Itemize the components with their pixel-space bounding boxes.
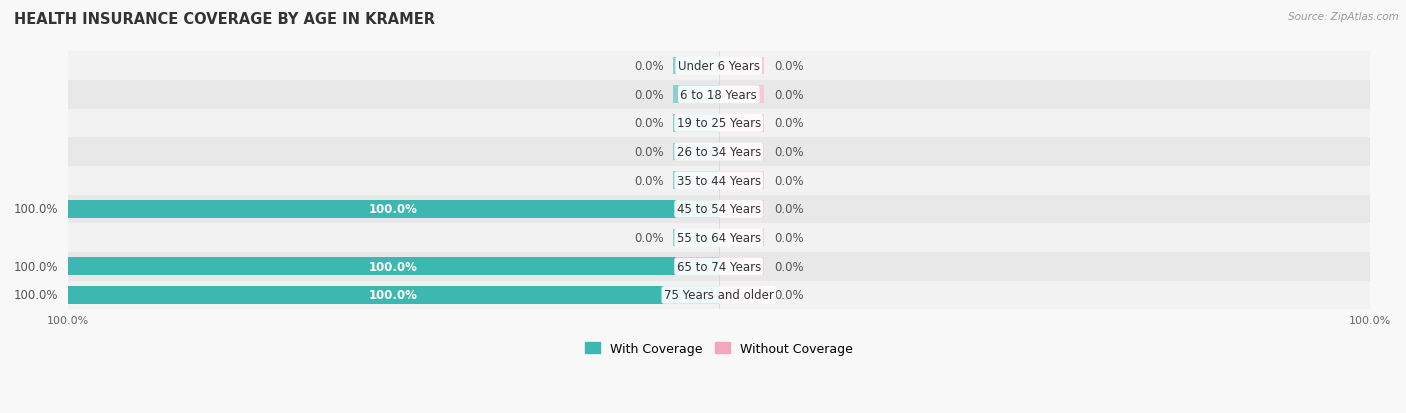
Bar — [718, 286, 765, 304]
Legend: With Coverage, Without Coverage: With Coverage, Without Coverage — [579, 337, 858, 360]
Text: 6 to 18 Years: 6 to 18 Years — [681, 88, 758, 102]
Bar — [67, 166, 1369, 195]
Text: 0.0%: 0.0% — [775, 146, 804, 159]
Bar — [67, 286, 718, 304]
Bar — [718, 115, 765, 133]
Text: Under 6 Years: Under 6 Years — [678, 60, 759, 73]
Text: 100.0%: 100.0% — [14, 203, 58, 216]
Bar — [718, 86, 765, 104]
Bar — [67, 109, 1369, 138]
Text: 0.0%: 0.0% — [634, 232, 664, 244]
Text: 0.0%: 0.0% — [775, 232, 804, 244]
Text: 19 to 25 Years: 19 to 25 Years — [676, 117, 761, 130]
Bar — [718, 229, 765, 247]
Text: HEALTH INSURANCE COVERAGE BY AGE IN KRAMER: HEALTH INSURANCE COVERAGE BY AGE IN KRAM… — [14, 12, 434, 27]
Bar — [673, 143, 718, 161]
Text: 0.0%: 0.0% — [775, 289, 804, 302]
Bar — [718, 201, 765, 218]
Bar — [67, 281, 1369, 309]
Text: 0.0%: 0.0% — [634, 117, 664, 130]
Bar — [718, 258, 765, 275]
Text: 0.0%: 0.0% — [775, 60, 804, 73]
Text: 0.0%: 0.0% — [775, 260, 804, 273]
Text: 100.0%: 100.0% — [368, 289, 418, 302]
Text: 35 to 44 Years: 35 to 44 Years — [676, 174, 761, 188]
Text: 0.0%: 0.0% — [634, 60, 664, 73]
Text: 0.0%: 0.0% — [634, 88, 664, 102]
Text: Source: ZipAtlas.com: Source: ZipAtlas.com — [1288, 12, 1399, 22]
Bar — [67, 201, 718, 218]
Bar — [67, 81, 1369, 109]
Text: 0.0%: 0.0% — [775, 117, 804, 130]
Bar — [673, 115, 718, 133]
Bar — [67, 138, 1369, 166]
Text: 100.0%: 100.0% — [14, 260, 58, 273]
Bar — [673, 57, 718, 75]
Bar — [673, 172, 718, 190]
Bar — [673, 86, 718, 104]
Bar — [67, 224, 1369, 252]
Text: 0.0%: 0.0% — [634, 174, 664, 188]
Bar — [718, 57, 765, 75]
Text: 0.0%: 0.0% — [634, 146, 664, 159]
Text: 55 to 64 Years: 55 to 64 Years — [676, 232, 761, 244]
Text: 100.0%: 100.0% — [368, 203, 418, 216]
Text: 100.0%: 100.0% — [368, 260, 418, 273]
Text: 0.0%: 0.0% — [775, 88, 804, 102]
Text: 75 Years and older: 75 Years and older — [664, 289, 773, 302]
Text: 65 to 74 Years: 65 to 74 Years — [676, 260, 761, 273]
Bar — [67, 258, 718, 275]
Bar — [67, 52, 1369, 81]
Text: 100.0%: 100.0% — [14, 289, 58, 302]
Text: 0.0%: 0.0% — [775, 203, 804, 216]
Bar — [673, 229, 718, 247]
Text: 0.0%: 0.0% — [775, 174, 804, 188]
Bar — [718, 143, 765, 161]
Bar — [67, 195, 1369, 224]
Bar — [67, 252, 1369, 281]
Text: 26 to 34 Years: 26 to 34 Years — [676, 146, 761, 159]
Bar — [718, 172, 765, 190]
Text: 45 to 54 Years: 45 to 54 Years — [676, 203, 761, 216]
